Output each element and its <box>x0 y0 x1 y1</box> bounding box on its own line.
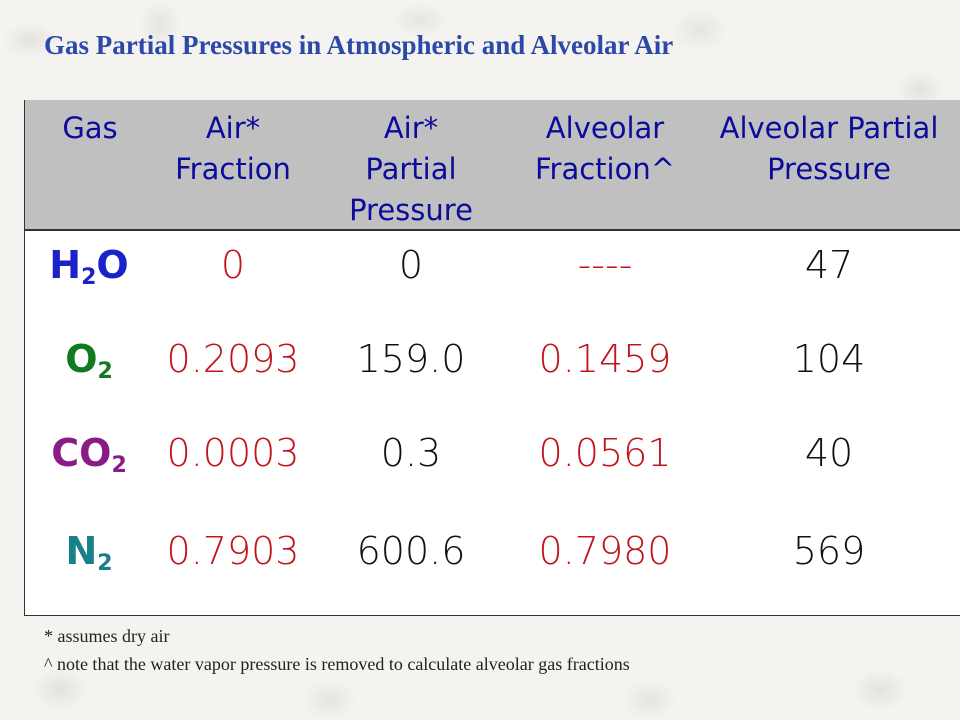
cell-air-partial: 0.3 <box>380 431 442 475</box>
gas-subscript: 2 <box>81 265 97 290</box>
gas-subscript: 2 <box>111 453 127 478</box>
gas-label-o2: O2 <box>31 336 147 395</box>
gas-base: H <box>49 243 82 287</box>
cell-air-fraction: 0.0003 <box>166 431 300 475</box>
gas-base: N <box>65 529 98 573</box>
gas-base: CO <box>51 431 112 475</box>
gas-label-n2: N2 <box>31 528 147 587</box>
footnote-water-vapor: ^ note that the water vapor pressure is … <box>44 654 630 674</box>
cell-alveolar-partial: 104 <box>792 337 866 381</box>
cell-air-partial: 600.6 <box>356 529 466 573</box>
page-title: Gas Partial Pressures in Atmospheric and… <box>44 30 674 60</box>
cell-air-partial: 159.0 <box>356 337 466 381</box>
header-text: Alveolar <box>545 111 665 145</box>
cell-alveolar-partial: 569 <box>792 529 866 573</box>
gas-tail: O <box>96 243 129 287</box>
header-alveolar-fraction: Alveolar Fraction^ <box>505 108 705 190</box>
header-air-fraction: Air* Fraction <box>153 108 313 190</box>
cell-air-fraction: 0 <box>220 243 246 287</box>
gas-label-h2o: H2O <box>31 242 147 301</box>
header-text: Gas <box>62 111 118 145</box>
gas-subscript: 2 <box>97 551 113 576</box>
cell-alveolar-fraction: ---- <box>577 243 633 287</box>
header-text: Fraction^ <box>534 152 676 186</box>
gas-base: O <box>65 337 98 381</box>
header-alveolar-partial: Alveolar Partial Pressure <box>701 108 957 190</box>
cell-air-partial: 0 <box>398 243 424 287</box>
gas-subscript: 2 <box>97 359 113 384</box>
header-text: Partial <box>365 152 457 186</box>
cell-alveolar-fraction: 0.7980 <box>538 529 672 573</box>
header-gas: Gas <box>35 108 145 149</box>
cell-air-fraction: 0.7903 <box>166 529 300 573</box>
header-text: Alveolar Partial <box>719 111 939 145</box>
cell-alveolar-partial: 47 <box>804 243 854 287</box>
header-text: Fraction <box>175 152 291 186</box>
header-air-partial: Air* Partial Pressure <box>321 108 501 231</box>
footnote-dry-air: * assumes dry air <box>44 626 170 646</box>
cell-alveolar-partial: 40 <box>804 431 854 475</box>
cell-alveolar-fraction: 0.1459 <box>538 337 672 381</box>
gas-table: Gas Air* Fraction Air* Partial Pressure … <box>24 100 960 616</box>
header-text: Air* <box>383 111 439 145</box>
cell-alveolar-fraction: 0.0561 <box>538 431 672 475</box>
gas-label-co2: CO2 <box>31 430 147 489</box>
header-text: Pressure <box>767 152 891 186</box>
header-text: Air* <box>205 111 261 145</box>
footnotes: * assumes dry air ^ note that the water … <box>44 622 630 678</box>
header-text: Pressure <box>349 193 473 227</box>
table-header: Gas Air* Fraction Air* Partial Pressure … <box>25 100 960 231</box>
cell-air-fraction: 0.2093 <box>166 337 300 381</box>
